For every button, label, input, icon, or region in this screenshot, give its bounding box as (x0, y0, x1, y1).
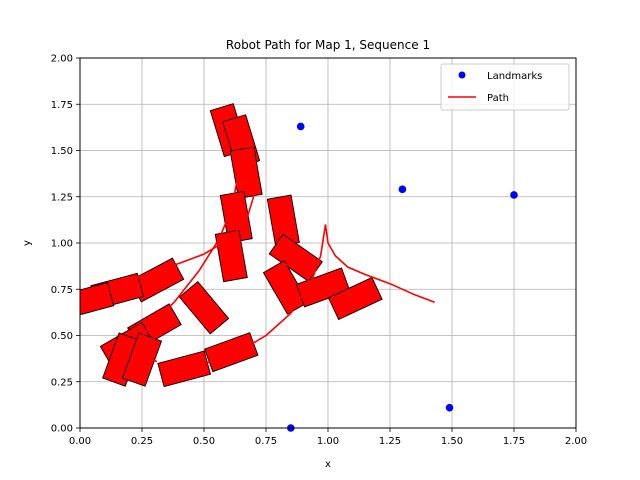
robot-pose-marker (262, 260, 309, 315)
y-tick-label: 1.75 (51, 100, 73, 111)
x-tick-label: 0.25 (131, 436, 153, 447)
x-tick-label: 0.75 (255, 436, 277, 447)
landmark-point (510, 191, 518, 199)
x-axis-ticks: 0.00 0.25 0.50 0.75 1.00 1.25 1.50 1.75 2.00 (69, 428, 587, 447)
x-tick-label: 1.25 (379, 436, 401, 447)
landmark-point (398, 185, 407, 194)
x-axis-label: x (325, 459, 331, 470)
landmark-point (296, 122, 305, 131)
y-tick-label: 1.00 (51, 239, 73, 250)
y-axis-label: y (22, 240, 33, 246)
x-tick-label: 0.50 (193, 436, 215, 447)
chart-title: Robot Path for Map 1, Sequence 1 (226, 38, 430, 52)
x-tick-label: 1.75 (503, 436, 525, 447)
x-tick-label: 2.00 (565, 436, 587, 447)
legend-marker-landmarks (458, 71, 466, 79)
legend: Landmarks Path (440, 63, 570, 111)
legend-box (440, 63, 570, 111)
y-tick-label: 1.25 (51, 192, 73, 203)
path-line (80, 115, 257, 303)
y-tick-label: 0.50 (51, 331, 73, 342)
path-line (186, 224, 327, 370)
y-axis-ticks: 0.00 0.25 0.50 0.75 1.00 1.25 1.50 1.75 2.00 (51, 54, 80, 435)
y-tick-label: 0.75 (51, 285, 73, 296)
path-line (136, 153, 245, 363)
robot-pose-marker (178, 281, 230, 335)
y-tick-label: 0.00 (51, 424, 73, 435)
robot-pose-marker (80, 281, 115, 319)
x-tick-label: 1.00 (317, 436, 339, 447)
legend-label-landmarks: Landmarks (487, 71, 542, 82)
x-tick-label: 0.00 (69, 436, 91, 447)
robot-pose-marker (204, 332, 259, 373)
path-line (324, 224, 435, 303)
y-tick-label: 1.50 (51, 146, 73, 157)
robot-pose-marker (121, 332, 163, 387)
landmarks-series (287, 122, 518, 432)
x-tick-label: 1.50 (441, 436, 463, 447)
robot-pose-marker (295, 267, 351, 308)
path-series (80, 115, 435, 370)
landmark-point (445, 403, 454, 412)
robot-pose-marker (327, 276, 383, 321)
y-tick-label: 0.25 (51, 377, 73, 388)
legend-label-path: Path (487, 93, 509, 104)
y-tick-label: 2.00 (51, 54, 73, 65)
robot-poses (80, 103, 383, 388)
